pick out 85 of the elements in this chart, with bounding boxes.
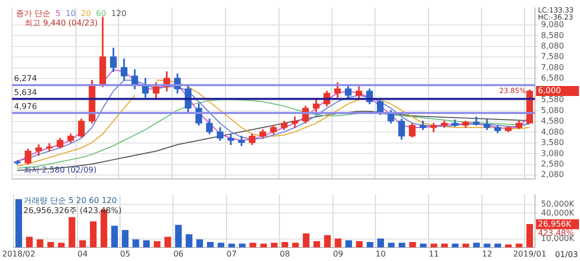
bar — [15, 199, 22, 248]
annotation: 최고 9,440 (04/23) — [24, 18, 98, 28]
y-tick-label: 5,580 — [541, 95, 564, 104]
y-tick-label: 8,580 — [541, 30, 564, 40]
bar — [132, 239, 140, 248]
text: 5 — [56, 8, 61, 18]
x-tick-label: 10 — [376, 249, 386, 258]
x-tick-label: 06 — [173, 249, 184, 258]
x-tick-label: 2018/02 — [2, 249, 36, 258]
y-tick-label: 5,080 — [541, 106, 564, 115]
y-tick-label: 6,580 — [541, 74, 564, 83]
bar — [462, 244, 470, 248]
x-tick-label: 11 — [428, 249, 439, 258]
bar — [282, 242, 288, 248]
text: 120 — [111, 8, 126, 18]
bar — [398, 242, 406, 248]
x-tick-label: 2019/01 — [513, 249, 546, 258]
y-tick-label: 7,580 — [541, 52, 564, 62]
bar — [441, 244, 448, 248]
bar — [143, 240, 150, 248]
bar — [111, 226, 118, 248]
bar — [494, 244, 502, 248]
bar — [473, 242, 480, 248]
bar — [186, 234, 192, 248]
y-tick-label: 4,080 — [541, 127, 564, 136]
x-tick-label: 12 — [482, 249, 492, 258]
legend-title: 종가 단순 — [16, 8, 51, 18]
y-tick-label: 2,580 — [541, 159, 564, 168]
bar — [526, 224, 534, 248]
y-tick-label: 50,000K — [541, 200, 575, 209]
bar — [377, 238, 384, 248]
bar — [207, 242, 214, 248]
bar — [164, 236, 172, 248]
x-tick-label: 09 — [332, 249, 344, 258]
x-tick-label: 08 — [280, 249, 290, 258]
x-tick-label: 07 — [226, 249, 237, 258]
bar — [122, 230, 129, 248]
y-tick-label: 4,580 — [541, 116, 564, 126]
text: 20 — [80, 8, 91, 18]
ref-line-label: 4,976 — [14, 102, 37, 112]
bar — [218, 242, 224, 248]
text: 60 — [96, 8, 106, 18]
ref-line-label: 6,274 — [14, 74, 37, 84]
text: 26,956,326주 (423.48%) — [23, 206, 122, 215]
bar — [175, 224, 182, 248]
y-tick-label: 8,080 — [541, 41, 564, 50]
bar — [324, 235, 331, 248]
y-tick-label: 2,080 — [541, 170, 564, 180]
bar — [356, 241, 363, 248]
bar — [238, 244, 246, 248]
bar — [345, 240, 352, 248]
text: 10 — [66, 8, 76, 18]
bar — [90, 221, 97, 248]
bar — [334, 238, 342, 248]
y-tick-label: 9,080 — [541, 20, 564, 30]
bar — [420, 244, 427, 248]
bar — [260, 244, 267, 248]
bar — [47, 242, 54, 248]
bar — [79, 240, 86, 248]
bar — [302, 233, 310, 248]
bar — [36, 239, 44, 248]
text: 26,956K — [538, 219, 572, 228]
bar — [313, 241, 320, 248]
y-tick-label: 3,580 — [541, 138, 564, 148]
bar — [228, 244, 235, 248]
bar — [452, 244, 458, 248]
x-tick-label: 04 — [78, 249, 88, 258]
bar — [430, 244, 438, 248]
chart-title: 거래량 단순 5 20 60 120 — [23, 196, 117, 205]
bar — [154, 241, 160, 248]
y-tick-label: 3,080 — [541, 148, 564, 158]
bar — [26, 236, 33, 248]
bar — [409, 242, 416, 248]
bar — [366, 242, 374, 248]
bar — [484, 244, 490, 248]
bar — [292, 242, 299, 248]
bar — [68, 217, 76, 248]
text: 6,000 — [538, 86, 561, 96]
ref-line-label: 5,634 — [14, 88, 37, 97]
bar — [516, 244, 522, 248]
bar — [196, 239, 204, 248]
y-tick-label: 40,000K — [541, 208, 575, 218]
x-tick-label: 05 — [120, 249, 130, 258]
text: 01/03 — [554, 250, 578, 260]
y-tick-label: 7,080 — [541, 62, 564, 72]
